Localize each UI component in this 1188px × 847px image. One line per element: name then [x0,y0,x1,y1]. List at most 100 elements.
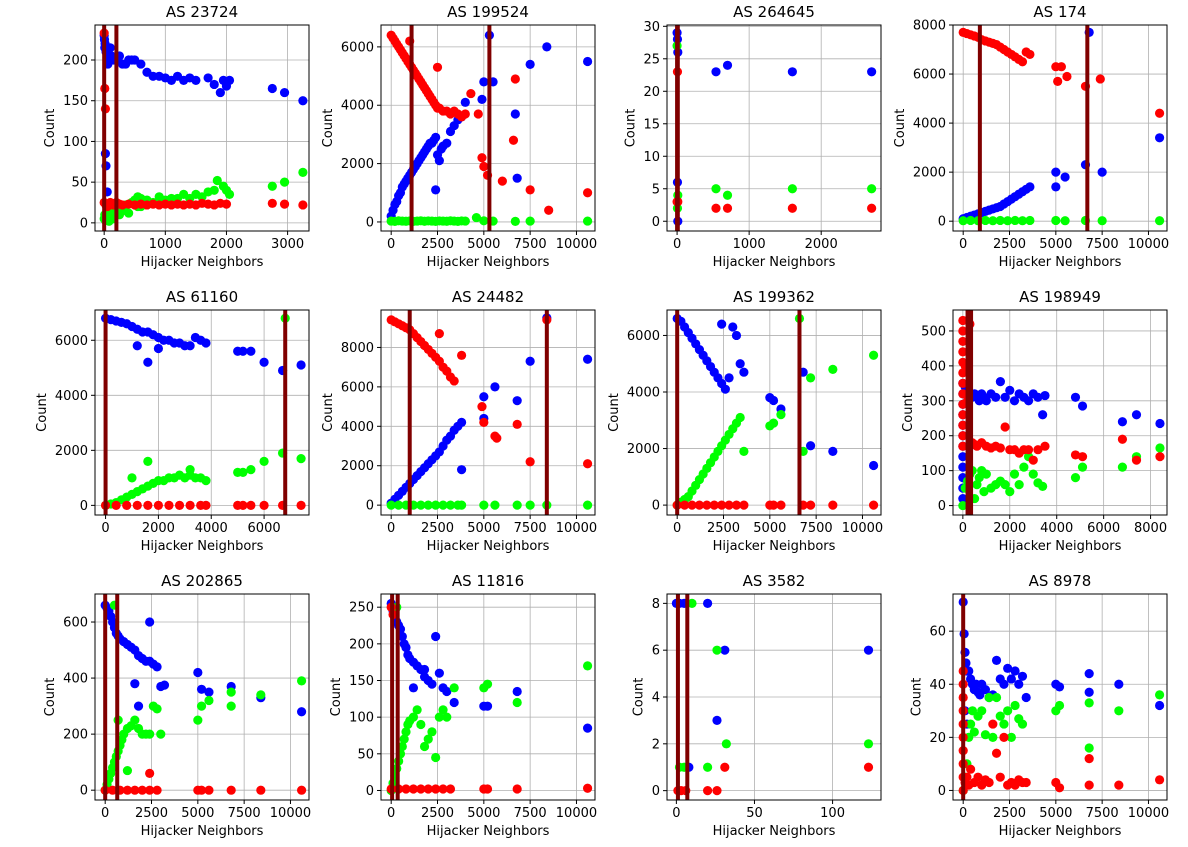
x-axis-label: Hijacker Neighbors [141,824,264,839]
x-axis-label: Hijacker Neighbors [999,824,1122,839]
x-axis-label: Hijacker Neighbors [141,255,264,270]
y-axis-label: Count [893,109,908,148]
red-point [702,500,712,510]
red-point [1154,775,1165,785]
red-point [958,441,968,451]
red-point [1033,445,1043,455]
red-point [445,784,456,794]
blue-point [1131,410,1142,420]
red-point [1040,441,1050,451]
chart-5: 0 2000 4000 6000 0 2000 4000 6000 AS 61160 Hijack… [35,288,310,554]
chart-title: AS 264645 [733,3,815,21]
x-tick-label: 100 [820,806,845,821]
green-point [226,701,236,711]
green-point [977,706,987,716]
x-tick-label: 5000 [1039,237,1072,252]
red-point [1117,434,1128,444]
green-point [1017,216,1028,226]
red-point [687,500,697,510]
green-point [981,469,991,479]
green-point [1038,481,1048,491]
blue-point [720,645,730,655]
x-tick-label: 0 [959,237,967,252]
plot-area [958,310,1165,515]
blue-point [995,376,1005,387]
axes-frame [94,593,310,801]
red-point [731,500,742,510]
y-tick-label: 0 [938,499,946,514]
blue-point [401,642,411,653]
green-point [582,661,593,671]
x-tick-label: 8000 [1134,521,1167,536]
blue-point [477,94,487,105]
blue-point [980,684,991,695]
x-tick-label: 2500 [993,237,1026,252]
blue-point [238,346,248,356]
x-axis-label: Hijacker Neighbors [713,824,836,839]
blue-point [298,96,308,106]
y-tick-label: 200 [63,54,88,69]
blue-point [145,617,155,627]
chart-9: 0 2500 5000 7500 10000 0 200 400 600 AS 202865 Hij… [43,572,311,839]
red-point [863,762,874,772]
green-point [212,175,222,186]
plot-area [672,25,877,231]
axes-frame [380,24,596,232]
blue-point [739,367,749,377]
x-axis-label: Hijacker Neighbors [999,255,1122,270]
x-tick-label: 2000 [210,237,243,252]
blue-point [525,356,535,366]
red-point [438,784,448,794]
x-axis-label: Hijacker Neighbors [713,255,836,270]
y-tick-label: 30 [643,20,660,35]
red-point [805,500,816,510]
y-tick-label: 0 [80,784,88,799]
blue-point [868,460,879,471]
green-point [1097,216,1107,226]
green-point [1000,480,1010,490]
blue-point [1077,401,1088,411]
red-point [122,500,132,510]
green-point [386,500,396,510]
green-point [958,500,968,511]
red-point [408,784,419,794]
blue-point [259,357,269,367]
green-point [1114,706,1124,716]
red-point [1000,422,1010,432]
y-tick-label: 20 [643,85,660,100]
green-point [722,190,733,200]
x-tick-label: 10000 [270,806,311,821]
blue-point [1021,692,1031,703]
x-tick-label: 5000 [467,521,500,536]
blue-point [512,173,522,183]
y-tick-label: 0 [366,215,374,230]
green-point [399,734,409,744]
red-point [416,784,426,794]
green-point [471,212,482,223]
green-point [966,719,976,729]
red-point [1054,783,1065,793]
green-point [127,473,137,483]
green-point [739,446,749,456]
green-point [434,712,444,722]
green-point [156,729,166,739]
green-point [423,734,433,744]
green-point [974,473,984,483]
green-point [776,410,786,420]
x-axis-label: Hijacker Neighbors [427,539,550,554]
red-point [473,109,483,119]
blue-point [152,662,162,672]
red-point [238,500,248,510]
axes-frame [94,24,310,232]
x-tick-label: 0 [387,806,395,821]
y-tick-label: 100 [63,135,88,150]
chart-title: AS 23724 [166,3,238,21]
red-point [703,786,713,796]
chart-title: AS 202865 [161,572,243,590]
red-point [711,203,721,213]
blue-point [431,185,441,195]
blue-point [999,679,1009,689]
chart-title: AS 61160 [166,288,238,306]
green-point [735,412,745,423]
green-point [479,500,489,510]
